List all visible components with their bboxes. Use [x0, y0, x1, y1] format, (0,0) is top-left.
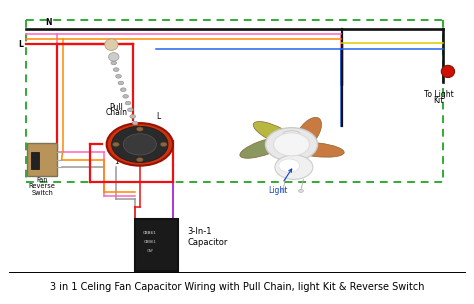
Circle shape: [111, 61, 117, 65]
Ellipse shape: [294, 117, 321, 150]
Text: CBB61: CBB61: [144, 240, 156, 244]
Text: Fan: Fan: [36, 178, 48, 183]
Ellipse shape: [283, 131, 300, 137]
Text: 3-In-1: 3-In-1: [187, 227, 212, 237]
Bar: [27, 143, 57, 176]
Circle shape: [279, 159, 300, 172]
Text: Pull: Pull: [109, 103, 123, 112]
Circle shape: [130, 115, 136, 118]
Text: 3: 3: [156, 140, 161, 146]
Circle shape: [299, 189, 303, 192]
Circle shape: [107, 123, 173, 166]
Text: N: N: [45, 18, 52, 27]
Text: Chain: Chain: [105, 108, 127, 117]
Circle shape: [137, 127, 143, 131]
Circle shape: [132, 121, 138, 125]
Text: 2: 2: [140, 161, 144, 167]
Text: L: L: [156, 112, 161, 121]
Circle shape: [116, 74, 121, 78]
Text: 1: 1: [115, 159, 119, 165]
Text: L: L: [18, 40, 23, 49]
Ellipse shape: [240, 137, 288, 158]
Text: Light: Light: [268, 169, 292, 195]
Ellipse shape: [253, 122, 297, 146]
Text: Kit: Kit: [433, 96, 444, 105]
Circle shape: [125, 101, 131, 105]
Circle shape: [113, 142, 119, 147]
Circle shape: [128, 108, 133, 112]
Circle shape: [275, 155, 313, 179]
Bar: [31, 152, 39, 169]
Circle shape: [265, 128, 318, 161]
Circle shape: [113, 68, 119, 71]
Text: Capacitor: Capacitor: [187, 238, 228, 247]
Bar: [135, 219, 178, 271]
Text: To Light: To Light: [424, 90, 453, 99]
Ellipse shape: [277, 140, 301, 174]
Circle shape: [118, 81, 124, 85]
Ellipse shape: [291, 142, 344, 157]
Circle shape: [137, 157, 143, 162]
Text: 3 in 1 Celing Fan Capacitor Wiring with Pull Chain, light Kit & Reverse Switch: 3 in 1 Celing Fan Capacitor Wiring with …: [50, 282, 424, 292]
Circle shape: [281, 189, 285, 192]
Ellipse shape: [441, 65, 455, 78]
Circle shape: [123, 134, 156, 155]
Circle shape: [123, 95, 128, 98]
Ellipse shape: [105, 39, 118, 50]
Circle shape: [160, 142, 167, 147]
Ellipse shape: [109, 53, 119, 61]
Circle shape: [111, 126, 168, 162]
Text: CAP: CAP: [146, 249, 154, 253]
Circle shape: [273, 133, 310, 156]
Circle shape: [120, 88, 126, 92]
Text: CBB61: CBB61: [143, 231, 157, 235]
Text: Reverse: Reverse: [29, 184, 55, 189]
Text: Switch: Switch: [31, 190, 53, 195]
